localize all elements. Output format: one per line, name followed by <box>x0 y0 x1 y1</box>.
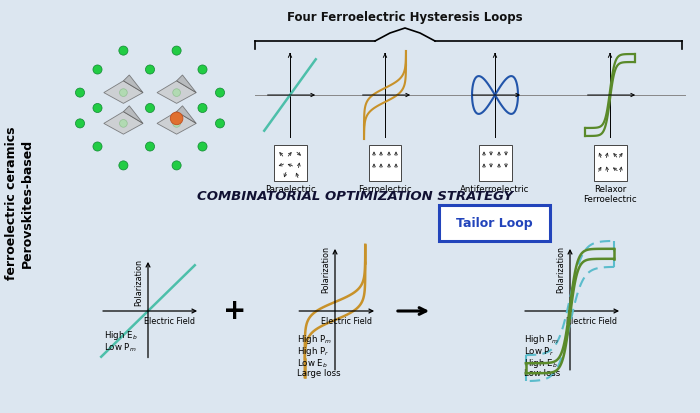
Circle shape <box>146 103 155 113</box>
Circle shape <box>120 119 127 127</box>
Polygon shape <box>157 81 196 103</box>
Text: Electric Field: Electric Field <box>566 317 617 326</box>
Circle shape <box>119 46 128 55</box>
Polygon shape <box>104 81 143 103</box>
Circle shape <box>93 103 102 113</box>
Circle shape <box>172 46 181 55</box>
Text: Electric Field: Electric Field <box>321 317 372 326</box>
Text: Large loss: Large loss <box>298 369 341 378</box>
Text: +: + <box>223 297 246 325</box>
Circle shape <box>146 65 155 74</box>
Circle shape <box>93 142 102 151</box>
Text: Antiferroelectric: Antiferroelectric <box>461 185 530 194</box>
Text: Low P$_r$: Low P$_r$ <box>524 345 554 358</box>
FancyBboxPatch shape <box>594 145 626 181</box>
Circle shape <box>120 89 127 97</box>
Text: Four Ferroelectric Hysteresis Loops: Four Ferroelectric Hysteresis Loops <box>287 11 523 24</box>
Circle shape <box>216 88 225 97</box>
Circle shape <box>173 119 181 127</box>
Polygon shape <box>123 75 143 93</box>
Text: Ferroelectric: Ferroelectric <box>358 185 412 194</box>
FancyBboxPatch shape <box>274 145 307 181</box>
FancyBboxPatch shape <box>368 145 402 181</box>
Circle shape <box>76 88 85 97</box>
Circle shape <box>198 142 207 151</box>
Text: Polarization: Polarization <box>556 246 565 293</box>
Text: Low P$_m$: Low P$_m$ <box>104 341 136 354</box>
Text: High P$_r$: High P$_r$ <box>298 345 330 358</box>
Circle shape <box>93 65 102 74</box>
Polygon shape <box>176 106 196 123</box>
Circle shape <box>216 119 225 128</box>
Circle shape <box>172 161 181 170</box>
Polygon shape <box>157 112 196 134</box>
Circle shape <box>76 119 85 128</box>
FancyBboxPatch shape <box>479 145 512 181</box>
Text: ferroelectric ceramics: ferroelectric ceramics <box>6 126 18 280</box>
Circle shape <box>173 89 181 97</box>
Text: Perovskites-based: Perovskites-based <box>20 138 34 268</box>
Circle shape <box>146 142 155 151</box>
Polygon shape <box>123 106 143 123</box>
Text: High P$_m$: High P$_m$ <box>298 333 332 346</box>
Text: Relaxor
Ferroelectric: Relaxor Ferroelectric <box>583 185 637 204</box>
Text: Polarization: Polarization <box>134 259 143 306</box>
Text: COMBINATORIAL OPTIMIZATION STRATEGY: COMBINATORIAL OPTIMIZATION STRATEGY <box>197 190 513 202</box>
FancyBboxPatch shape <box>439 205 550 241</box>
Text: Low loss: Low loss <box>524 369 561 378</box>
Circle shape <box>198 65 207 74</box>
Text: High E$_b$: High E$_b$ <box>524 357 558 370</box>
Text: Low E$_b$: Low E$_b$ <box>298 357 328 370</box>
Circle shape <box>170 112 183 125</box>
Text: High P$_m$: High P$_m$ <box>524 333 559 346</box>
Text: Polarization: Polarization <box>321 246 330 293</box>
Text: Tailor Loop: Tailor Loop <box>456 216 532 230</box>
Polygon shape <box>104 112 143 134</box>
Polygon shape <box>176 75 196 93</box>
Circle shape <box>119 161 128 170</box>
Text: Paraelectric: Paraelectric <box>265 185 315 194</box>
Text: High E$_b$: High E$_b$ <box>104 329 137 342</box>
Circle shape <box>198 103 207 113</box>
Text: Electric Field: Electric Field <box>144 317 195 326</box>
